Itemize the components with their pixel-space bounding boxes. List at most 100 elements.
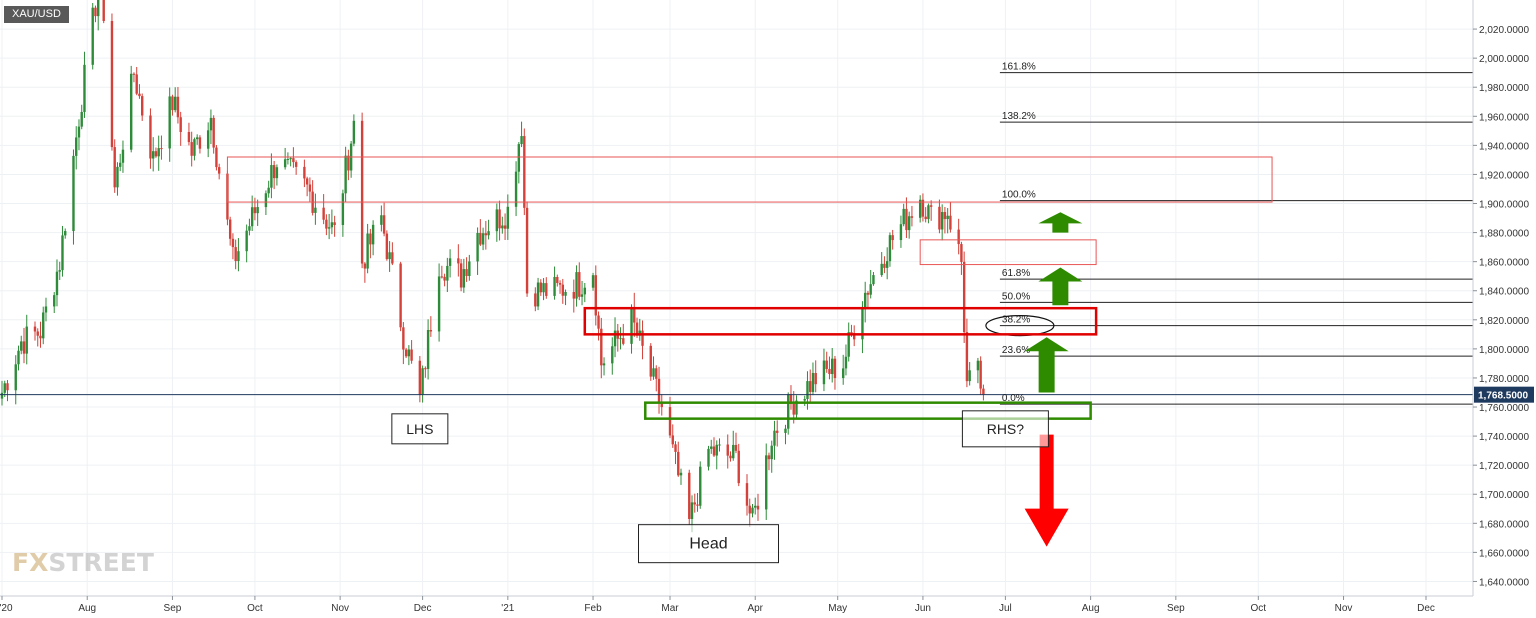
candle-body [119, 162, 122, 167]
candle-body [965, 332, 969, 382]
candle-body [113, 147, 116, 188]
candle [308, 177, 312, 203]
price-zones [226, 156, 1273, 420]
time-axis[interactable]: '20 Aug Sep Oct Nov Dec '21 Feb Mar Apr May Jun Jul A… [0, 595, 1473, 614]
candle [949, 202, 952, 233]
candle [748, 498, 751, 527]
candle [407, 345, 411, 366]
candle-body [745, 483, 749, 506]
candle-body [806, 381, 809, 399]
candle-body [842, 368, 845, 379]
candle-body [303, 166, 306, 179]
candle-body [149, 115, 152, 159]
candle-body [495, 209, 499, 232]
candle [556, 274, 559, 287]
candle-body [341, 193, 345, 225]
candle [641, 320, 644, 360]
candle-body [231, 238, 235, 248]
price-axis[interactable]: 2,020.0000 2,000.0000 1,980.0000 1,960.0000… [1472, 0, 1534, 596]
candle-body [270, 165, 273, 188]
price-tick-label: 2,020.0000 [1479, 25, 1529, 36]
candle-body [594, 275, 597, 316]
candle-body [253, 207, 257, 214]
candle [327, 213, 331, 240]
candle [787, 392, 790, 435]
candle [176, 87, 180, 124]
candle-body [286, 159, 290, 161]
current-price-label: 1,768.5000 [1478, 391, 1528, 402]
candle [726, 434, 729, 469]
candle [520, 121, 523, 148]
candle [476, 227, 479, 275]
candle-body [787, 394, 790, 429]
candle [660, 394, 663, 416]
candle [616, 323, 619, 352]
candle-body [36, 331, 39, 336]
candle-body [718, 444, 721, 446]
fib-level-label: 161.8% [1002, 62, 1036, 73]
candle [611, 337, 614, 375]
candle-body [671, 435, 674, 445]
candle-body [583, 287, 586, 295]
candle-body [575, 272, 578, 299]
candle-body [6, 383, 9, 391]
candle [173, 87, 177, 113]
candle [481, 227, 485, 251]
candle [869, 269, 872, 299]
candle [602, 357, 606, 376]
candle [91, 2, 94, 70]
candle [842, 354, 845, 385]
candle-body [77, 126, 81, 138]
candle [349, 140, 353, 178]
symbol-label[interactable]: XAU/USD [4, 6, 69, 23]
candle-body [407, 349, 411, 357]
candle-body [168, 96, 171, 149]
candle-body [33, 326, 37, 332]
candle-body [322, 207, 325, 220]
candle-body [212, 117, 215, 148]
candle-body [572, 291, 575, 299]
candle-body [465, 269, 468, 276]
candle-body [891, 235, 894, 241]
candle-body [927, 205, 930, 220]
candle-body [484, 233, 488, 236]
candle-body [55, 271, 59, 296]
candle [388, 241, 391, 272]
candle [671, 424, 674, 448]
candle [75, 126, 78, 170]
candle-body [517, 144, 521, 172]
candle [94, 5, 97, 23]
candle [206, 122, 210, 158]
candle [539, 279, 543, 296]
candle [583, 282, 586, 303]
candle [968, 362, 971, 386]
candle-body [564, 291, 567, 296]
candle [141, 93, 144, 121]
candle [363, 262, 367, 283]
candle-body [831, 358, 834, 375]
candle [267, 180, 270, 198]
candle [957, 218, 960, 255]
candle-body [91, 7, 94, 65]
candle [853, 325, 856, 347]
candle [517, 142, 521, 184]
candle [578, 262, 581, 301]
time-tick-label: Dec [1417, 603, 1435, 614]
candle-body [446, 265, 449, 281]
candle [305, 176, 309, 197]
candle [929, 200, 933, 221]
candle [910, 205, 914, 227]
candle-body [308, 184, 312, 192]
price-tick-label: 2,000.0000 [1479, 54, 1529, 65]
candle-body [943, 212, 947, 220]
candle [883, 256, 886, 274]
candle [814, 360, 817, 393]
candle-body [501, 225, 504, 229]
candle-body [61, 235, 64, 271]
candle [732, 430, 735, 461]
candle-body [14, 364, 17, 391]
up-arrow [1038, 212, 1083, 233]
candle-body [809, 381, 812, 392]
candle [311, 180, 314, 216]
